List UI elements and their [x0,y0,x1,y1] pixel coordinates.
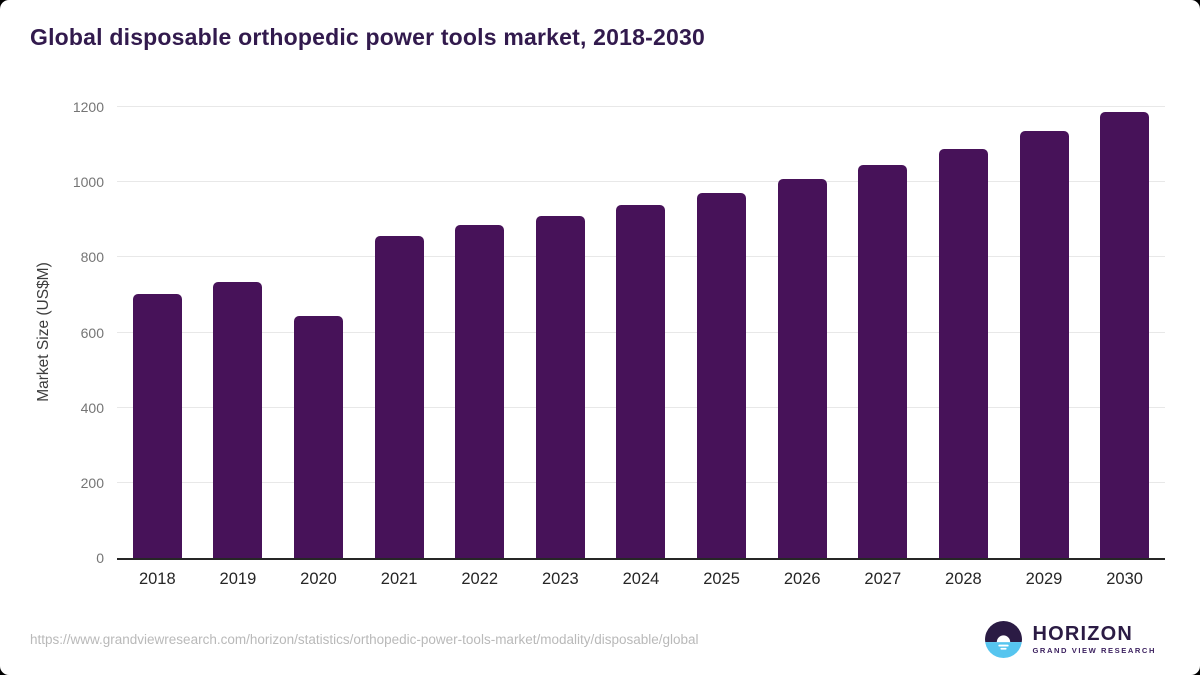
bar-band [439,107,520,558]
bar-2025 [697,193,747,558]
bar-2022 [455,225,505,558]
logo-brand-name: HORIZON [1032,623,1134,646]
y-tick-label: 1200 [72,99,104,115]
gridline [117,106,1165,107]
plot-area: 0 200 400 600 800 1000 1200 2018 2019 2020 2021 20… [73,99,1165,588]
bar-2026 [777,179,827,558]
horizon-sun-icon [985,621,1023,658]
bar-2029 [1019,131,1069,558]
bar-band [117,107,198,558]
x-tick-label: 2023 [541,570,579,588]
bar-2024 [616,204,666,558]
bar-band [520,107,601,558]
bar-band [359,107,440,558]
bar-2021 [374,235,424,558]
x-tick-label: 2022 [461,570,499,588]
bar-band [842,107,923,558]
bar-2023 [535,215,585,558]
bar-band [198,107,279,558]
horizon-logo: HORIZON GRAND VIEW RESEARCH [985,621,1156,658]
x-tick-label: 2030 [1106,570,1143,588]
chart-title: Global disposable orthopedic power tools… [30,24,705,50]
y-tick-label: 200 [80,474,104,491]
x-tick-label: 2027 [864,570,902,588]
bar-2020 [294,315,344,558]
bar-2018 [132,293,182,558]
bar-2019 [213,281,263,558]
y-tick-label: 400 [80,399,104,416]
y-axis-label: Market Size (US$M) [35,262,52,402]
bar-2027 [858,165,908,558]
bar-band [681,107,762,558]
gridline [117,181,1165,183]
bar-series [117,107,1165,558]
x-tick-label: 2021 [380,570,418,588]
x-tick-label: 2020 [300,570,337,588]
x-tick-label: 2025 [703,570,740,588]
bar-band [601,107,682,558]
bar-2028 [938,149,988,558]
x-axis-ticks: 2018 2019 2020 2021 2022 2023 2024 2025 2026 2027… [117,570,1165,589]
y-tick-label: 800 [80,249,104,266]
y-tick-label: 1000 [72,174,104,191]
bar-band [278,107,359,558]
x-tick-label: 2024 [622,570,660,588]
x-tick-label: 2029 [1025,570,1063,588]
bar-band [762,107,843,558]
x-tick-label: 2018 [138,570,176,588]
bar-band [1004,107,1085,558]
logo-text: HORIZON GRAND VIEW RESEARCH [1032,624,1156,655]
bar-band [1084,107,1165,558]
source-url: https://www.grandviewresearch.com/horizo… [30,632,699,647]
x-tick-label: 2019 [219,570,257,588]
x-tick-label: 2028 [945,570,982,588]
y-tick-label: 600 [80,324,104,341]
bar-2030 [1100,111,1150,558]
bar-band [923,107,1004,558]
logo-brand-subtitle: GRAND VIEW RESEARCH [1032,646,1156,656]
x-tick-label: 2026 [783,570,821,588]
y-tick-label: 0 [96,550,104,566]
